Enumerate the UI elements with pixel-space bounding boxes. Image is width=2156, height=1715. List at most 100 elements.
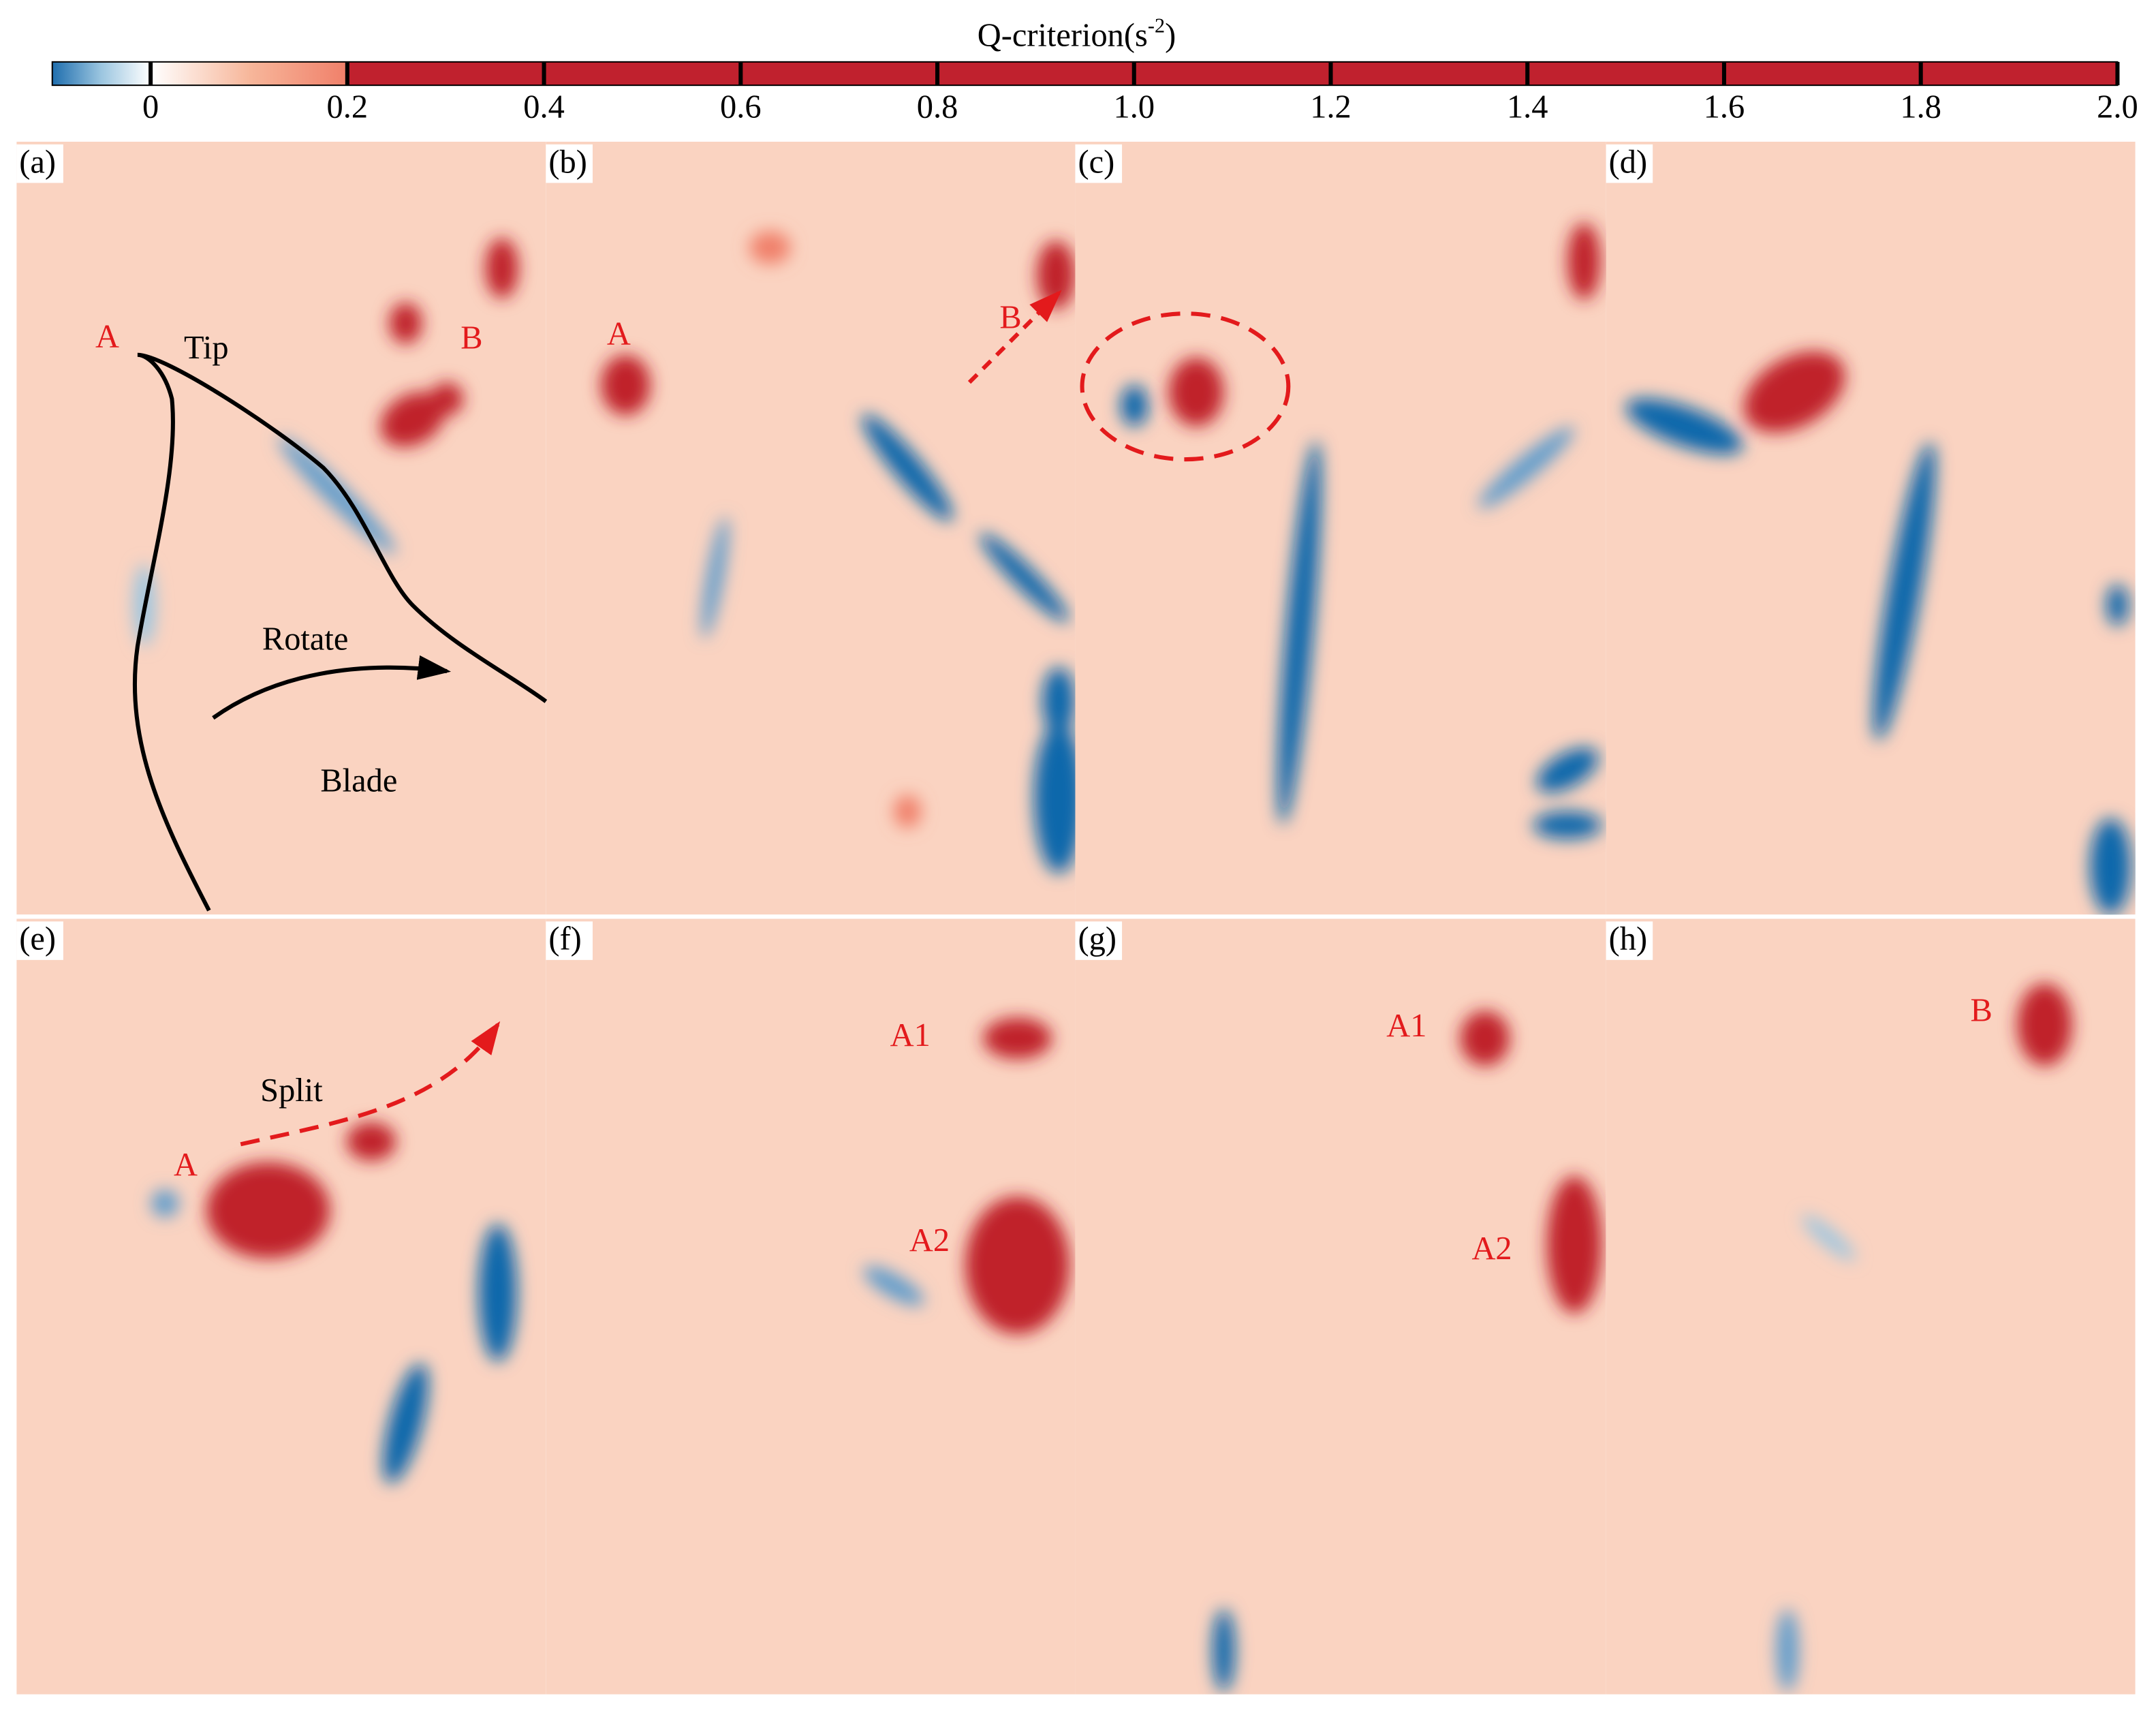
rotate-arrow <box>212 655 452 720</box>
vortex <box>1567 222 1601 300</box>
tick-label: 1.2 <box>1310 89 1352 125</box>
panel-bg <box>1075 918 1606 1695</box>
vortex <box>1033 722 1076 874</box>
annotation: A1 <box>890 1017 931 1053</box>
vortex <box>1478 427 1574 508</box>
vortex <box>383 1363 428 1484</box>
field <box>1121 222 1602 839</box>
panel-label: (g) <box>1078 921 1116 957</box>
vortex <box>701 516 729 639</box>
dashed-arrow <box>967 290 1062 384</box>
panel-label: (a) <box>19 144 56 180</box>
vortex <box>1042 666 1076 736</box>
vortex <box>1625 398 1743 454</box>
tick-label: 0.4 <box>523 89 565 125</box>
vortex <box>1546 1175 1602 1314</box>
vortex <box>1460 1010 1510 1066</box>
annotation: Blade <box>320 763 397 799</box>
field <box>1776 983 2072 1692</box>
vortex <box>430 382 464 416</box>
blade-outline <box>132 352 548 912</box>
field <box>151 1122 517 1484</box>
panel-label: (b) <box>548 144 587 180</box>
panel: (c) <box>1075 141 1606 915</box>
panel: (d) <box>1606 141 2136 915</box>
annotation: A <box>174 1147 198 1183</box>
label-bg <box>1606 921 1653 960</box>
annotation: B <box>460 320 482 356</box>
annotation: B <box>999 299 1021 335</box>
vortex <box>965 1196 1070 1334</box>
panel: (a) A Tip B Rotate Blade <box>16 141 546 915</box>
title-end: ) <box>1165 18 1176 54</box>
colorbar-ticks: 0 0.2 0.4 0.6 0.8 1.0 1.2 1.4 1.6 1.8 2.0 <box>142 61 2138 125</box>
annotation: Rotate <box>262 621 348 658</box>
vortex <box>478 1224 517 1362</box>
vortex <box>1036 241 1076 310</box>
vortex <box>2017 983 2072 1066</box>
colorbar <box>51 61 2119 87</box>
field <box>1213 1010 1602 1692</box>
panel-label: (c) <box>1078 144 1115 180</box>
vortex <box>206 1162 330 1258</box>
panel-bg <box>16 141 546 915</box>
annotation: A <box>607 316 631 352</box>
panel: (h) B <box>1606 918 2136 1695</box>
tick-label: 1.6 <box>1704 89 1745 125</box>
panel: (g) A1 A2 <box>1075 918 1606 1695</box>
panel-label: (h) <box>1609 921 1647 957</box>
vortex <box>278 436 396 555</box>
panel: (b) A B <box>546 141 1076 915</box>
vortex <box>601 354 651 416</box>
vortex <box>151 1189 179 1218</box>
label-bg <box>546 144 593 183</box>
vortex <box>2090 818 2131 915</box>
title-sup: -2 <box>1148 14 1165 37</box>
vortex <box>1743 351 1845 433</box>
vortex <box>862 414 953 521</box>
tick-label: 2.0 <box>2097 89 2138 125</box>
dashed-circle <box>1080 311 1291 462</box>
vortex <box>1121 385 1149 427</box>
panel: (f) A1 A2 <box>546 918 1076 1695</box>
vortex <box>863 1266 924 1306</box>
label-bg <box>16 144 63 183</box>
panel: (e) Split A <box>16 918 546 1695</box>
vortex <box>1873 442 1935 741</box>
vortex <box>1213 1609 1235 1692</box>
vortex <box>1776 1609 1799 1692</box>
vortex <box>983 1017 1052 1060</box>
tick-label: 0.8 <box>917 89 958 125</box>
vortex <box>894 794 922 829</box>
annotation: A <box>95 319 119 355</box>
panel-label: (f) <box>548 921 581 957</box>
vortex <box>980 533 1069 622</box>
vortex <box>1277 440 1322 824</box>
annotation: B <box>1970 993 1992 1029</box>
vortex <box>1533 811 1602 839</box>
tick-label: 1.8 <box>1900 89 1941 125</box>
vortex <box>1802 1214 1856 1261</box>
tick-label: 0.6 <box>720 89 762 125</box>
label-bg <box>1606 144 1653 183</box>
annotation: A2 <box>1471 1231 1512 1267</box>
annotation: A1 <box>1386 1008 1426 1044</box>
vortex <box>389 303 422 344</box>
colorbar-title: Q-criterion(s-2) <box>978 14 1176 53</box>
split-arrow <box>240 1021 501 1147</box>
field <box>1625 351 2131 915</box>
panel-bg <box>1606 141 2136 915</box>
field <box>601 231 1076 874</box>
label-bg <box>16 921 63 960</box>
panel-label: (d) <box>1609 144 1647 180</box>
tick-label: 0.2 <box>327 89 369 125</box>
tick-label: 1.0 <box>1114 89 1155 125</box>
title-text: Q-criterion(s <box>978 18 1148 54</box>
panel-label: (e) <box>19 921 56 957</box>
panel-bg <box>1075 141 1606 915</box>
vortex <box>749 231 791 264</box>
vortex <box>1168 357 1224 427</box>
panel-bg <box>16 918 546 1695</box>
